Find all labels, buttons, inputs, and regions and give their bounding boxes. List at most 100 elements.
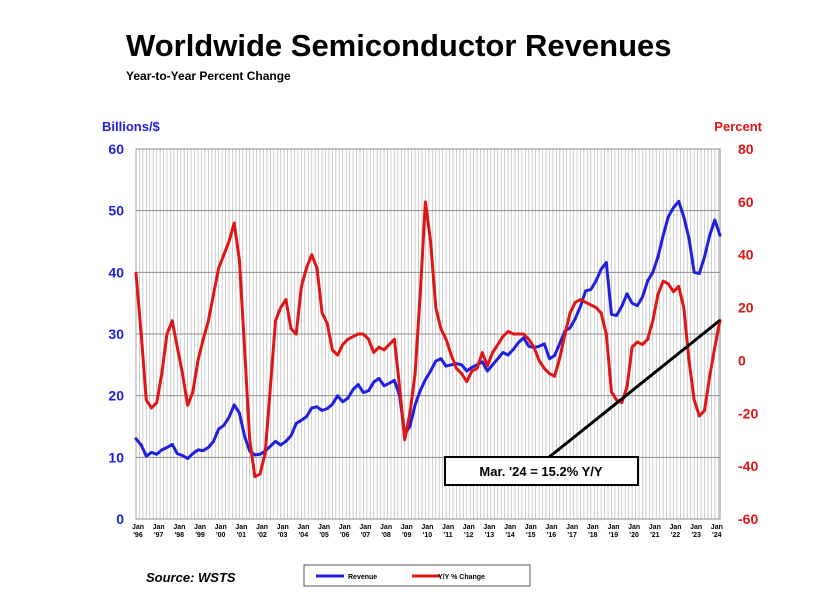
x-tick-label: Jan'97 (153, 524, 165, 539)
x-tick-year: '08 (381, 532, 391, 539)
x-tick-month: Jan (421, 524, 433, 531)
annotation-box (444, 456, 639, 486)
left-tick-label: 50 (108, 203, 124, 219)
x-tick-month: Jan (401, 524, 413, 531)
right-axis: -60 -40 -20 0 20 40 60 80 (738, 141, 758, 527)
x-tick-month: Jan (669, 524, 681, 531)
x-tick-month: Jan (380, 524, 392, 531)
x-tick-month: Jan (463, 524, 475, 531)
chart-title: Worldwide Semiconductor Revenues (126, 28, 671, 63)
x-tick-month: Jan (690, 524, 702, 531)
x-tick-year: '24 (712, 532, 722, 539)
x-tick-month: Jan (525, 524, 537, 531)
x-tick-label: Jan'14 (504, 524, 516, 539)
x-tick-year: '09 (402, 532, 412, 539)
x-tick-label: Jan'08 (380, 524, 392, 539)
x-tick-year: '03 (278, 532, 288, 539)
legend-label: Revenue (348, 574, 377, 581)
right-tick-label: 0 (738, 352, 746, 368)
x-tick-year: '02 (257, 532, 267, 539)
x-tick-label: Jan'98 (173, 524, 185, 539)
x-tick-label: Jan'22 (669, 524, 681, 539)
x-tick-month: Jan (132, 524, 144, 531)
x-tick-label: Jan'20 (628, 524, 640, 539)
left-tick-label: 30 (108, 326, 124, 342)
x-tick-year: '19 (609, 532, 619, 539)
x-tick-year: '10 (423, 532, 433, 539)
x-tick-label: Jan'01 (235, 524, 247, 539)
annotation-pointer (547, 319, 721, 460)
x-tick-label: Jan'09 (401, 524, 413, 539)
x-tick-year: '14 (505, 532, 515, 539)
x-tick-label: Jan'05 (318, 524, 330, 539)
x-tick-month: Jan (359, 524, 371, 531)
legend-item: Revenue (316, 574, 377, 581)
chart-subtitle: Year-to-Year Percent Change (126, 69, 291, 83)
left-tick-label: 0 (116, 511, 124, 527)
x-tick-label: Jan'10 (421, 524, 433, 539)
x-tick-year: '96 (133, 532, 143, 539)
x-tick-label: Jan'18 (587, 524, 599, 539)
x-tick-label: Jan'00 (215, 524, 227, 539)
right-axis-label: Percent (714, 119, 762, 134)
x-tick-month: Jan (235, 524, 247, 531)
x-tick-label: Jan'13 (483, 524, 495, 539)
x-tick-label: Jan'03 (277, 524, 289, 539)
x-tick-label: Jan'02 (256, 524, 268, 539)
x-tick-label: Jan'21 (649, 524, 661, 539)
x-tick-month: Jan (483, 524, 495, 531)
x-tick-month: Jan (504, 524, 516, 531)
x-tick-label: Jan'96 (132, 524, 144, 539)
right-tick-label: 60 (738, 194, 754, 210)
x-tick-month: Jan (607, 524, 619, 531)
x-tick-year: '22 (671, 532, 681, 539)
left-axis-label: Billions/$ (102, 119, 161, 134)
right-tick-label: -20 (738, 405, 758, 421)
x-tick-label: Jan'12 (463, 524, 475, 539)
x-tick-year: '15 (526, 532, 536, 539)
x-tick-month: Jan (587, 524, 599, 531)
x-tick-label: Jan'99 (194, 524, 206, 539)
x-tick-year: '18 (588, 532, 598, 539)
x-tick-month: Jan (173, 524, 185, 531)
right-tick-label: -60 (738, 511, 758, 527)
x-tick-year: '23 (691, 532, 701, 539)
x-tick-month: Jan (442, 524, 454, 531)
x-tick-year: '11 (444, 532, 453, 539)
x-tick-label: Jan'15 (525, 524, 537, 539)
x-tick-month: Jan (277, 524, 289, 531)
x-tick-month: Jan (215, 524, 227, 531)
legend-item: Y/Y % Change (412, 574, 485, 581)
x-tick-year: '07 (361, 532, 371, 539)
annotation-text: Mar. '24 = 15.2% Y/Y (479, 464, 603, 479)
x-tick-month: Jan (194, 524, 206, 531)
revenue-line (134, 199, 722, 461)
left-tick-label: 20 (108, 388, 124, 404)
x-tick-year: '06 (340, 532, 350, 539)
left-tick-label: 10 (108, 449, 124, 465)
right-tick-label: 20 (738, 300, 754, 316)
x-tick-month: Jan (711, 524, 723, 531)
x-tick-label: Jan'04 (297, 524, 309, 539)
x-tick-label: Jan'11 (442, 524, 454, 539)
x-tick-label: Jan'23 (690, 524, 702, 539)
x-tick-label: Jan'07 (359, 524, 371, 539)
x-tick-month: Jan (297, 524, 309, 531)
x-tick-month: Jan (545, 524, 557, 531)
legend: Revenue Y/Y % Change (303, 564, 531, 587)
x-tick-month: Jan (649, 524, 661, 531)
x-tick-year: '01 (237, 532, 247, 539)
right-tick-label: 80 (738, 141, 754, 157)
source-note: Source: WSTS (146, 570, 236, 585)
right-tick-label: -40 (738, 458, 758, 474)
x-tick-year: '13 (485, 532, 495, 539)
x-tick-year: '17 (567, 532, 577, 539)
x-tick-year: '16 (547, 532, 557, 539)
x-tick-year: '00 (216, 532, 226, 539)
x-tick-month: Jan (153, 524, 165, 531)
x-tick-year: '97 (154, 532, 164, 539)
x-tick-label: Jan'19 (607, 524, 619, 539)
x-tick-year: '04 (299, 532, 309, 539)
x-tick-label: Jan'06 (339, 524, 351, 539)
left-tick-label: 40 (108, 264, 124, 280)
